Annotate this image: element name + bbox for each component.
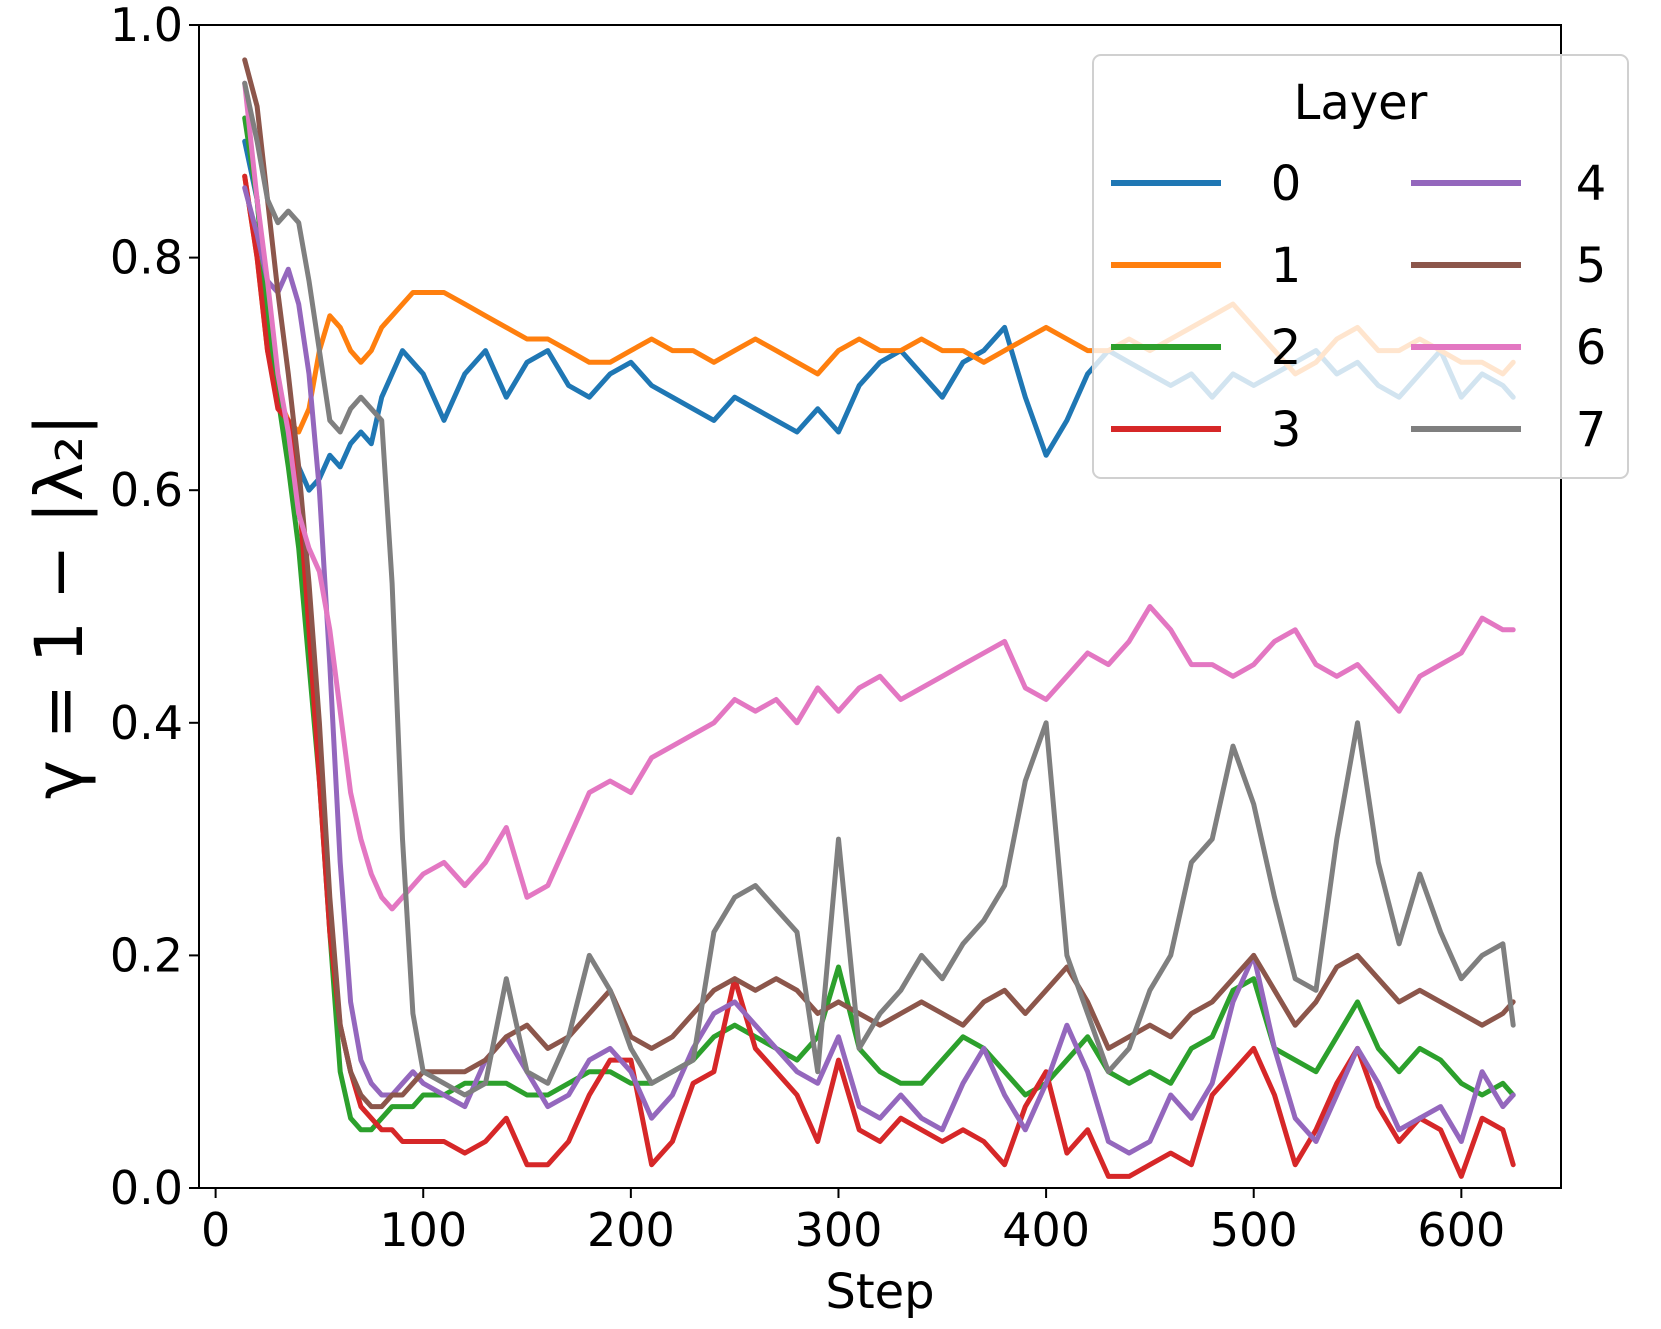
legend-label-layer-0: 0 bbox=[1271, 156, 1302, 212]
y-tick-label: 0.0 bbox=[110, 1161, 183, 1215]
x-tick-label: 0 bbox=[201, 1203, 230, 1257]
y-axis: 0.0 0.2 0.4 0.6 0.8 1.0 bbox=[110, 0, 199, 1215]
y-tick-label: 0.6 bbox=[110, 463, 183, 517]
legend-box bbox=[1092, 54, 1629, 479]
series-line-layer-6 bbox=[242, 80, 1516, 912]
x-axis-title: Step bbox=[825, 1264, 934, 1320]
x-tick-label: 300 bbox=[795, 1203, 883, 1257]
series-line-layer-7 bbox=[242, 80, 1516, 1098]
x-tick-label: 500 bbox=[1210, 1203, 1298, 1257]
legend-label-layer-6: 6 bbox=[1576, 320, 1607, 376]
y-tick-label: 0.8 bbox=[110, 231, 183, 285]
legend-label-layer-2: 2 bbox=[1271, 320, 1302, 376]
series-line-layer-3 bbox=[242, 173, 1516, 1179]
series-layer bbox=[242, 57, 1516, 1179]
legend-label-layer-3: 3 bbox=[1271, 402, 1302, 458]
x-tick-label: 100 bbox=[379, 1203, 467, 1257]
series-line-layer-5 bbox=[242, 57, 1516, 1110]
series-line-layer-2 bbox=[242, 115, 1516, 1133]
legend-label-layer-5: 5 bbox=[1576, 238, 1607, 294]
series-line-layer-4 bbox=[242, 185, 1516, 1156]
y-axis-title: γ = 1 − |λ₂| bbox=[21, 414, 98, 800]
legend-items: 0 1 2 3 4 5 6 7 bbox=[1111, 156, 1606, 458]
y-tick-label: 0.2 bbox=[110, 928, 183, 982]
legend-title: Layer bbox=[1294, 75, 1428, 131]
x-tick-label: 400 bbox=[1002, 1203, 1090, 1257]
legend-label-layer-7: 7 bbox=[1576, 402, 1607, 458]
x-tick-label: 600 bbox=[1417, 1203, 1505, 1257]
legend-label-layer-1: 1 bbox=[1271, 238, 1302, 294]
plot-frame bbox=[198, 24, 1562, 1189]
x-axis: 0 100 200 300 400 500 600 bbox=[201, 1188, 1505, 1257]
x-tick-label: 200 bbox=[587, 1203, 675, 1257]
y-tick-label: 0.4 bbox=[110, 696, 183, 750]
legend: Layer 0 1 2 3 4 5 6 7 bbox=[1092, 54, 1629, 479]
legend-label-layer-4: 4 bbox=[1576, 156, 1607, 212]
y-tick-label: 1.0 bbox=[110, 0, 183, 52]
